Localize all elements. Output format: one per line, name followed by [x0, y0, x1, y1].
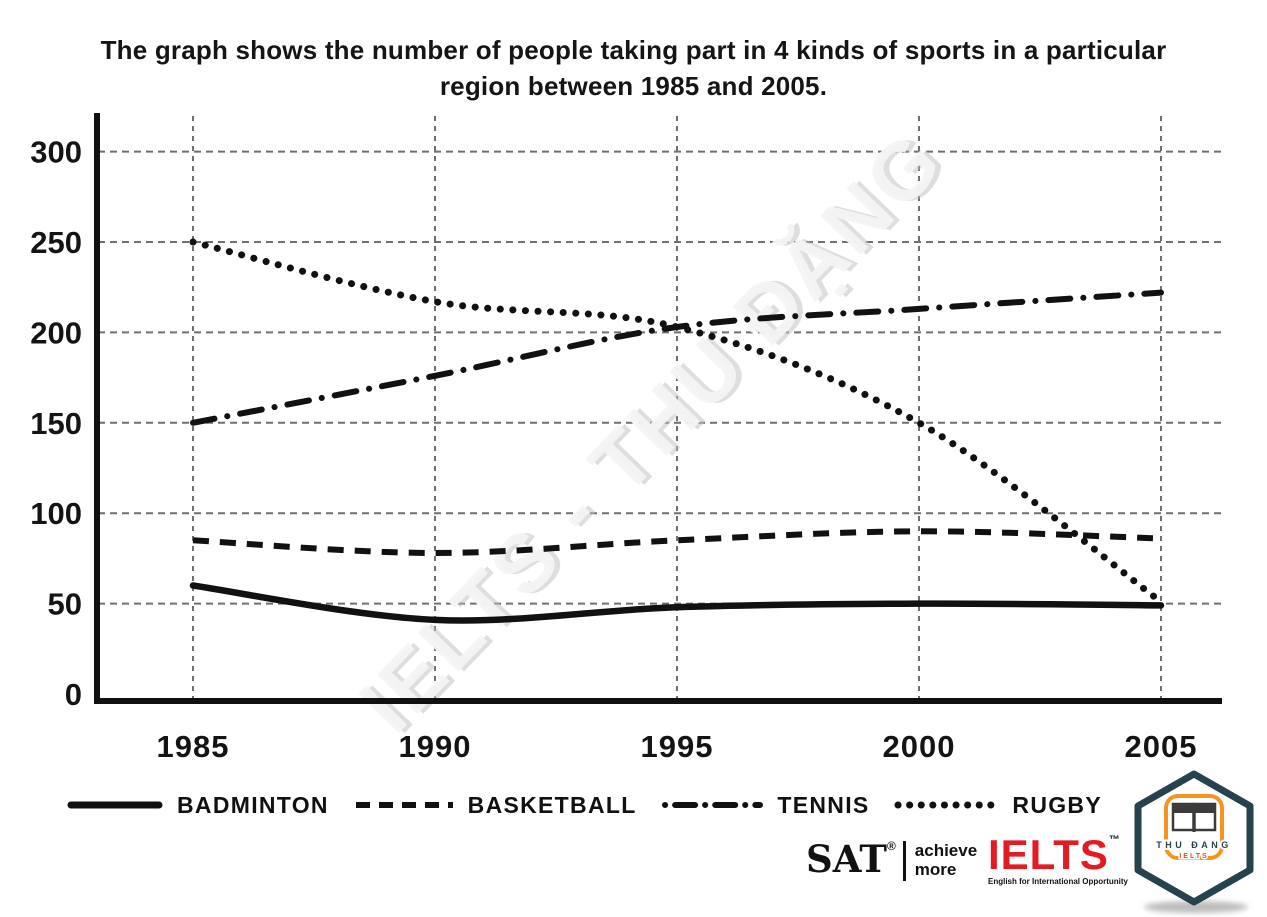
svg-text:250: 250 — [30, 225, 82, 260]
chart-title: The graph shows the number of people tak… — [34, 32, 1234, 104]
y-axis-tick-labels: 0 50 100 150 200 250 300 — [30, 135, 82, 712]
sat-logo-text: SAT — [806, 837, 887, 881]
svg-text:200: 200 — [30, 315, 82, 350]
svg-text:2000: 2000 — [883, 729, 956, 764]
sat-tagline: achieve more — [914, 841, 978, 879]
legend-item-rugby: RUGBY — [893, 792, 1102, 819]
svg-text:2005: 2005 — [1125, 729, 1198, 764]
legend-item-badminton: BADMINTON — [66, 792, 329, 819]
sat-logo: SAT® achieve more — [806, 839, 977, 881]
ielts-logo-text: IELTS — [988, 831, 1109, 878]
series-line-badminton — [189, 582, 1165, 624]
legend-label-basketball: BASKETBALL — [467, 791, 637, 818]
svg-text:1985: 1985 — [157, 729, 230, 764]
open-book-icon — [1171, 802, 1217, 832]
legend-item-basketball: BASKETBALL — [353, 792, 637, 819]
svg-text:150: 150 — [30, 406, 82, 441]
tennis-line-sample — [662, 802, 764, 808]
legend-label-tennis: TENNIS — [777, 791, 870, 818]
sat-registered-mark: ® — [886, 839, 896, 853]
badminton-line-sample — [67, 801, 163, 809]
basketball-line-sample — [355, 802, 453, 808]
legend-label-rugby: RUGBY — [1012, 791, 1102, 818]
chart-title-line2: region between 1985 and 2005. — [439, 71, 828, 101]
thudang-badge-logo: THU ĐANG IELTS — [1134, 770, 1254, 913]
series-line-basketball — [192, 528, 1162, 557]
badge-title-text: THU ĐANG — [1156, 840, 1232, 850]
series-line-rugby — [189, 238, 1165, 606]
legend-label-badminton: BADMINTON — [177, 791, 329, 818]
svg-text:0: 0 — [65, 677, 82, 712]
badge-hexagon — [1134, 770, 1254, 906]
chart-legend: BADMINTON BASKETBALL TENNIS RUGBY — [66, 789, 1102, 821]
legend-item-tennis: TENNIS — [660, 792, 869, 819]
sat-logo-divider — [902, 841, 906, 881]
chart-title-line1: The graph shows the number of people tak… — [100, 35, 1167, 65]
svg-text:100: 100 — [30, 496, 82, 531]
ielts-tm-mark: ™ — [1108, 834, 1120, 846]
x-axis-tick-labels: 1985 1990 1995 2000 2005 — [157, 729, 1198, 764]
svg-text:1990: 1990 — [399, 729, 472, 764]
badge-shadow — [1144, 901, 1248, 913]
rugby-line-sample — [894, 801, 999, 809]
svg-text:1995: 1995 — [641, 729, 714, 764]
ielts-logo: IELTS™ English for International Opportu… — [988, 831, 1128, 887]
badge-subtitle-text: IELTS — [1179, 853, 1208, 860]
badge-frame — [1164, 794, 1224, 860]
svg-text:300: 300 — [30, 135, 82, 170]
svg-text:50: 50 — [48, 587, 82, 622]
ielts-tagline: English for International Opportunity — [988, 877, 1128, 886]
